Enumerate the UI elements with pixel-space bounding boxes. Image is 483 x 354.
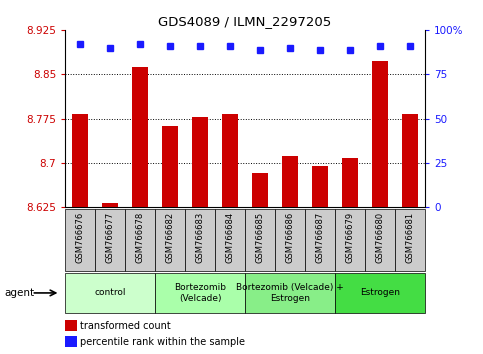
Text: agent: agent [5, 288, 35, 298]
Bar [335, 209, 365, 271]
Bar [155, 273, 245, 313]
Bar [372, 61, 388, 207]
Bar [65, 320, 77, 331]
Text: GSM766681: GSM766681 [406, 212, 414, 263]
Text: control: control [95, 289, 126, 297]
Bar [155, 209, 185, 271]
Bar [222, 114, 239, 207]
Text: GSM766682: GSM766682 [166, 212, 175, 263]
Bar [65, 273, 155, 313]
Bar [245, 209, 275, 271]
Bar [132, 67, 148, 207]
Bar [245, 273, 335, 313]
Text: GSM766676: GSM766676 [76, 212, 85, 263]
Text: GSM766678: GSM766678 [136, 212, 145, 263]
Text: GSM766683: GSM766683 [196, 212, 205, 263]
Bar [252, 173, 269, 207]
Text: GSM766687: GSM766687 [315, 212, 325, 263]
Bar [72, 114, 88, 207]
Bar [102, 203, 118, 207]
Bar [162, 126, 178, 207]
Title: GDS4089 / ILMN_2297205: GDS4089 / ILMN_2297205 [158, 15, 332, 28]
Text: GSM766684: GSM766684 [226, 212, 235, 263]
Bar [215, 209, 245, 271]
Text: transformed count: transformed count [80, 321, 170, 331]
Text: Bortezomib
(Velcade): Bortezomib (Velcade) [174, 283, 226, 303]
Bar [65, 209, 95, 271]
Bar [95, 209, 125, 271]
Text: percentile rank within the sample: percentile rank within the sample [80, 337, 244, 347]
Bar [185, 209, 215, 271]
Bar [395, 209, 425, 271]
Bar [335, 273, 425, 313]
Bar [305, 209, 335, 271]
Bar [365, 209, 395, 271]
Text: GSM766677: GSM766677 [106, 212, 114, 263]
Text: Estrogen: Estrogen [360, 289, 400, 297]
Bar [312, 166, 328, 207]
Bar [125, 209, 155, 271]
Bar [275, 209, 305, 271]
Bar [402, 114, 418, 207]
Bar [192, 117, 208, 207]
Bar [282, 156, 298, 207]
Text: GSM766679: GSM766679 [345, 212, 355, 263]
Text: GSM766685: GSM766685 [256, 212, 265, 263]
Text: GSM766680: GSM766680 [376, 212, 384, 263]
Text: GSM766686: GSM766686 [285, 212, 295, 263]
Text: Bortezomib (Velcade) +
Estrogen: Bortezomib (Velcade) + Estrogen [236, 283, 344, 303]
Bar [342, 158, 358, 207]
Bar [65, 336, 77, 347]
